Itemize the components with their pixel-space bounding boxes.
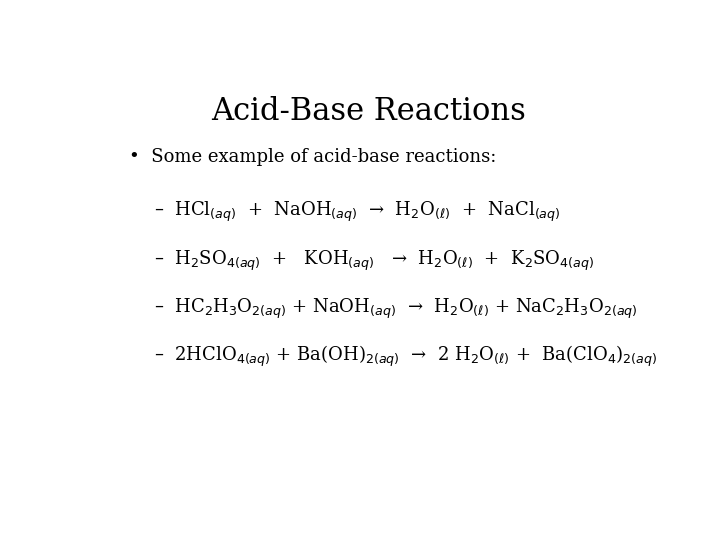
Text: –  HCl$_{(aq)}$  +  NaOH$_{(aq)}$  →  H$_{2}$O$_{(\ell)}$  +  NaCl$_{(aq)}$: – HCl$_{(aq)}$ + NaOH$_{(aq)}$ → H$_{2}$… bbox=[154, 200, 561, 224]
Text: –  2HClO$_{4(aq)}$ + Ba(OH)$_{2(aq)}$  →  2 H$_{2}$O$_{(\ell)}$ +  Ba(ClO$_{4}$): – 2HClO$_{4(aq)}$ + Ba(OH)$_{2(aq)}$ → 2… bbox=[154, 344, 657, 369]
Text: –  H$_{2}$SO$_{4(aq)}$  +   KOH$_{(aq)}$   →  H$_{2}$O$_{(\ell)}$  +  K$_{2}$SO$: – H$_{2}$SO$_{4(aq)}$ + KOH$_{(aq)}$ → H… bbox=[154, 248, 595, 273]
Text: •  Some example of acid-base reactions:: • Some example of acid-base reactions: bbox=[129, 148, 496, 166]
Text: –  HC$_{2}$H$_{3}$O$_{2(aq)}$ + NaOH$_{(aq)}$  →  H$_{2}$O$_{(\ell)}$ + NaC$_{2}: – HC$_{2}$H$_{3}$O$_{2(aq)}$ + NaOH$_{(a… bbox=[154, 296, 638, 321]
Text: Acid-Base Reactions: Acid-Base Reactions bbox=[212, 96, 526, 127]
